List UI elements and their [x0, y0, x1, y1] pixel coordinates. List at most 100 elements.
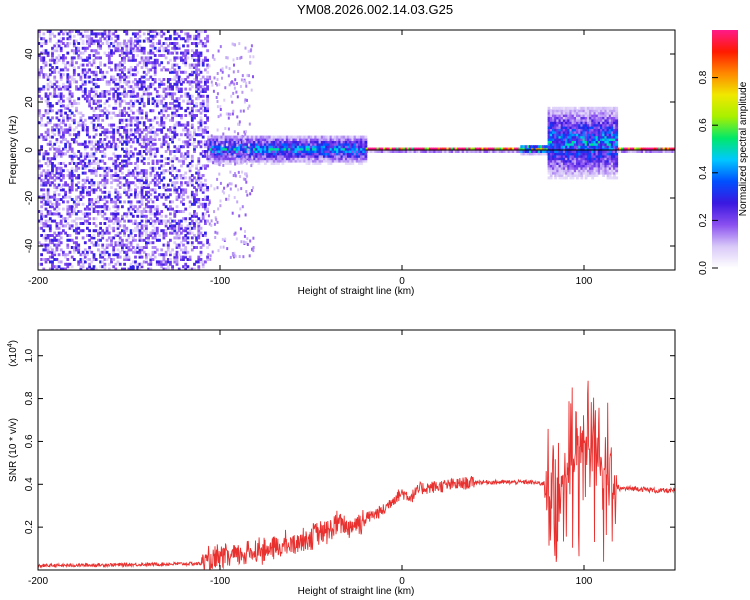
heat-cell-0	[127, 171, 131, 175]
heat-cell-0	[142, 157, 146, 161]
heat-cell-0	[77, 250, 81, 254]
heat-cell-1	[290, 152, 294, 156]
heat-cell-0	[193, 210, 196, 213]
heat-cell-0	[127, 157, 131, 161]
heat-cell-0	[107, 61, 111, 65]
heat-cell-2	[396, 150, 399, 153]
heat-cell-1	[309, 152, 313, 156]
heat-cell-0	[68, 82, 72, 86]
heat-cell-4	[556, 166, 560, 170]
heat-cell-0	[79, 193, 83, 197]
heat-cell-0	[59, 87, 63, 91]
heat-cell-0	[175, 236, 179, 240]
heat-cell-4	[560, 135, 564, 139]
heat-cell-0	[204, 78, 207, 81]
heat-cell-0	[62, 183, 65, 187]
heat-cell-0	[57, 123, 61, 127]
heat-cell-2	[481, 147, 485, 151]
heat-cell-1	[290, 157, 294, 161]
heat-cell-0	[97, 106, 100, 110]
heat-cell-0	[184, 114, 188, 117]
heat-cell-0	[188, 102, 192, 105]
heat-cell-1	[333, 157, 337, 161]
heat-cell-0	[147, 142, 150, 146]
heat-cell-1	[364, 145, 368, 149]
heat-cell-0	[116, 207, 120, 211]
heat-cell-0	[57, 128, 61, 132]
heat-cell-0	[197, 68, 201, 72]
heat-cell-0	[153, 181, 157, 185]
heat-cell-0	[116, 138, 120, 141]
heat-cell-1	[318, 154, 322, 158]
heat-cell-0	[110, 169, 113, 173]
heat-cell-0	[151, 188, 155, 192]
heat-cell-0	[162, 123, 166, 127]
heat-cell-0	[46, 109, 50, 113]
heat-cell-0	[140, 262, 144, 266]
heat-cell-0	[129, 188, 133, 192]
heat-cell-4	[593, 123, 597, 127]
heat-cell-1	[349, 150, 352, 153]
heat-cell-4	[560, 174, 564, 177]
heat-cell-4	[558, 147, 562, 151]
heat-cell-0	[127, 75, 131, 79]
heat-cell-0	[86, 152, 89, 156]
heat-cell-1	[364, 152, 368, 156]
heat-cell-0	[68, 90, 72, 93]
heat-cell-0	[59, 214, 63, 218]
heat-cell-0	[190, 99, 194, 103]
heat-cell-0	[145, 138, 148, 141]
heat-cell-0	[116, 243, 120, 247]
heat-cell-0	[107, 145, 111, 149]
heat-cell-0	[206, 210, 209, 213]
heat-cell-0	[99, 145, 102, 149]
heat-cell-0	[112, 178, 116, 182]
heat-cell-0	[123, 224, 126, 228]
heat-cell-0	[42, 73, 46, 77]
heat-cell-2	[503, 150, 506, 153]
heat-cell-0	[160, 142, 164, 146]
heat-cell-0	[116, 176, 120, 180]
heat-cell-1	[231, 154, 235, 158]
heat-cell-4	[549, 157, 553, 161]
heat-cell-4	[556, 154, 560, 158]
heat-cell-1	[312, 138, 315, 141]
heat-cell-0	[62, 207, 65, 211]
heat-cell-0	[70, 94, 74, 98]
heat-cell-0	[142, 250, 146, 254]
heat-cell-4	[580, 126, 584, 129]
heat-cell-0	[81, 202, 85, 206]
heat-cell-4	[582, 114, 586, 117]
heat-cell-0	[127, 68, 131, 72]
heat-cell-0	[57, 94, 61, 98]
heat-cell-0	[81, 121, 85, 125]
heat-cell-2	[385, 150, 389, 153]
heat-cell-0	[121, 46, 124, 50]
heat-cell-0	[138, 236, 142, 240]
heat-cell-0	[155, 231, 159, 235]
heat-cell-0	[131, 44, 135, 48]
heat-cell-0	[134, 68, 137, 72]
heat-cell-0	[123, 258, 126, 261]
heat-cell-4	[554, 106, 557, 110]
heat-cell-4	[569, 142, 573, 146]
heat-cell-0	[175, 253, 179, 257]
heat-cell-0	[68, 133, 72, 137]
heat-cell-0	[112, 140, 116, 144]
heat-cell-1	[351, 150, 355, 153]
heat-cell-1	[344, 135, 348, 139]
heat-cell-0	[147, 56, 150, 60]
heat-cell-0	[149, 212, 153, 216]
heat-cell-4	[549, 138, 553, 141]
heat-cell-0	[55, 188, 59, 192]
heat-cell-0	[77, 133, 81, 137]
heat-cell-4	[554, 138, 557, 141]
heat-cell-0	[138, 238, 142, 242]
heat-cell-1	[244, 145, 248, 149]
heat-cell-4	[593, 128, 597, 132]
heat-cell-1	[270, 152, 274, 156]
heat-cell-0	[164, 219, 168, 223]
heat-cell-2	[394, 150, 397, 153]
heat-cell-4	[565, 133, 568, 137]
heat-cell-0	[42, 188, 46, 192]
